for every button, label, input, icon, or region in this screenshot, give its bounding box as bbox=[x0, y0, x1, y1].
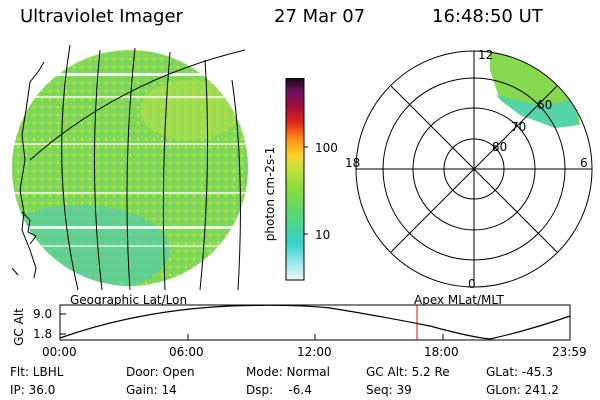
altitude-plot bbox=[59, 304, 571, 341]
seq-info: Seq: 39 bbox=[366, 383, 412, 397]
geographic-image-panel bbox=[11, 44, 248, 291]
filter-info: Flt: LBHL bbox=[10, 365, 64, 379]
altitude-ytick-9: 9.0 bbox=[33, 307, 53, 321]
uv-image-disc bbox=[12, 50, 248, 286]
time-tick-1800: 18:00 bbox=[424, 345, 459, 359]
altitude-ytick-1-8: 1.8 bbox=[33, 327, 53, 341]
glon-info: GLon: 241.2 bbox=[486, 383, 559, 397]
polar-plot bbox=[355, 50, 593, 288]
lat-label-80: 80 bbox=[492, 140, 508, 154]
mode-info: Mode: Normal bbox=[246, 365, 330, 379]
colorbar-tick-10: 10 bbox=[315, 228, 331, 242]
mlt-label-12: 12 bbox=[478, 48, 494, 62]
app-title: Ultraviolet Imager bbox=[20, 6, 183, 27]
geo-grid-lines bbox=[29, 44, 246, 291]
door-info: Door: Open bbox=[126, 365, 195, 379]
altitude-ylabel: GC Alt bbox=[12, 308, 26, 346]
ip-info: IP: 36.0 bbox=[10, 383, 56, 397]
time-label: 16:48:50 UT bbox=[432, 6, 543, 27]
glat-info: GLat: -45.3 bbox=[486, 365, 553, 379]
mlt-label-6: 6 bbox=[580, 156, 588, 170]
date-label: 27 Mar 07 bbox=[274, 6, 366, 27]
altitude-curve bbox=[59, 304, 571, 340]
coastline bbox=[11, 61, 45, 279]
mlt-label-18: 18 bbox=[345, 156, 361, 170]
right-panel-label: Apex MLat/MLT bbox=[414, 293, 504, 307]
left-panel-label: Geographic Lat/Lon bbox=[70, 293, 188, 307]
mlt-label-0: 0 bbox=[468, 277, 476, 291]
dsp-info: Dsp: -6.4 bbox=[246, 383, 312, 397]
time-tick-0600: 06:00 bbox=[169, 345, 204, 359]
colorbar-tick-100: 100 bbox=[315, 141, 338, 155]
colorbar bbox=[285, 78, 308, 281]
time-tick-0000: 00:00 bbox=[42, 345, 77, 359]
lat-label-70: 70 bbox=[511, 120, 527, 134]
time-tick-2359: 23:59 bbox=[552, 345, 587, 359]
colorbar-label: photon cm-2s-1 bbox=[263, 146, 277, 242]
lat-label-60: 60 bbox=[537, 98, 553, 112]
gc-alt-info: GC Alt: 5.2 Re bbox=[366, 365, 450, 379]
gain-info: Gain: 14 bbox=[126, 383, 177, 397]
time-tick-1200: 12:00 bbox=[297, 345, 332, 359]
